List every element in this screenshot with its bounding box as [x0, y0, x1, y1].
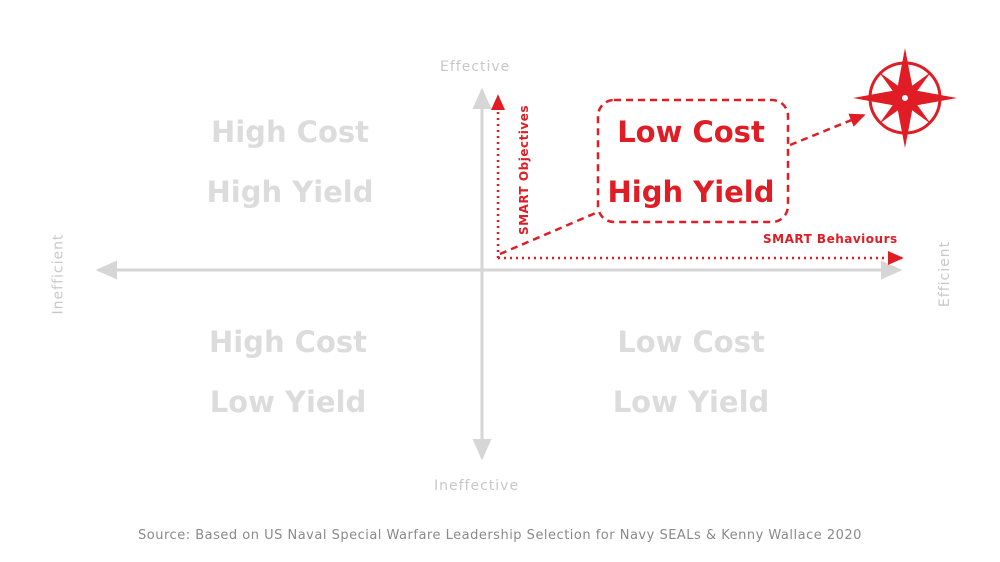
quadrant-bottom-left: High Cost Low Yield	[168, 312, 408, 432]
quadrant-top-left-line1: High Cost	[210, 115, 370, 149]
compass-rose-icon	[853, 48, 957, 148]
highlight-box	[596, 98, 790, 224]
compass-arrow	[789, 113, 866, 147]
axis-label-left: Inefficient	[50, 233, 67, 315]
quadrant-top-right: Low Cost High Yield	[571, 102, 811, 222]
quadrant-top-left: High Cost High Yield	[170, 102, 410, 222]
axis-label-right: Efficient	[937, 240, 954, 308]
axis-label-top: Effective	[440, 59, 511, 75]
quadrant-bottom-left-line2: Low Yield	[209, 385, 367, 419]
quadrant-bottom-right-line1: Low Cost	[617, 325, 765, 359]
quadrant-top-right-line2: High Yield	[607, 175, 775, 209]
quadrant-bottom-left-line1: High Cost	[208, 325, 368, 359]
smart-behaviours-label: SMART Behaviours	[763, 232, 898, 246]
quadrant-top-left-line2: High Yield	[206, 175, 374, 209]
axis-label-bottom: Ineffective	[434, 478, 520, 494]
source-caption: Source: Based on US Naval Special Warfar…	[138, 528, 862, 543]
diagonal-arrow	[499, 210, 599, 256]
quadrant-top-right-line1: Low Cost	[617, 115, 765, 149]
quadrant-bottom-right-line2: Low Yield	[612, 385, 770, 419]
smart-objectives-label: SMART Objectives	[517, 104, 532, 236]
quadrant-bottom-right: Low Cost Low Yield	[571, 312, 811, 432]
